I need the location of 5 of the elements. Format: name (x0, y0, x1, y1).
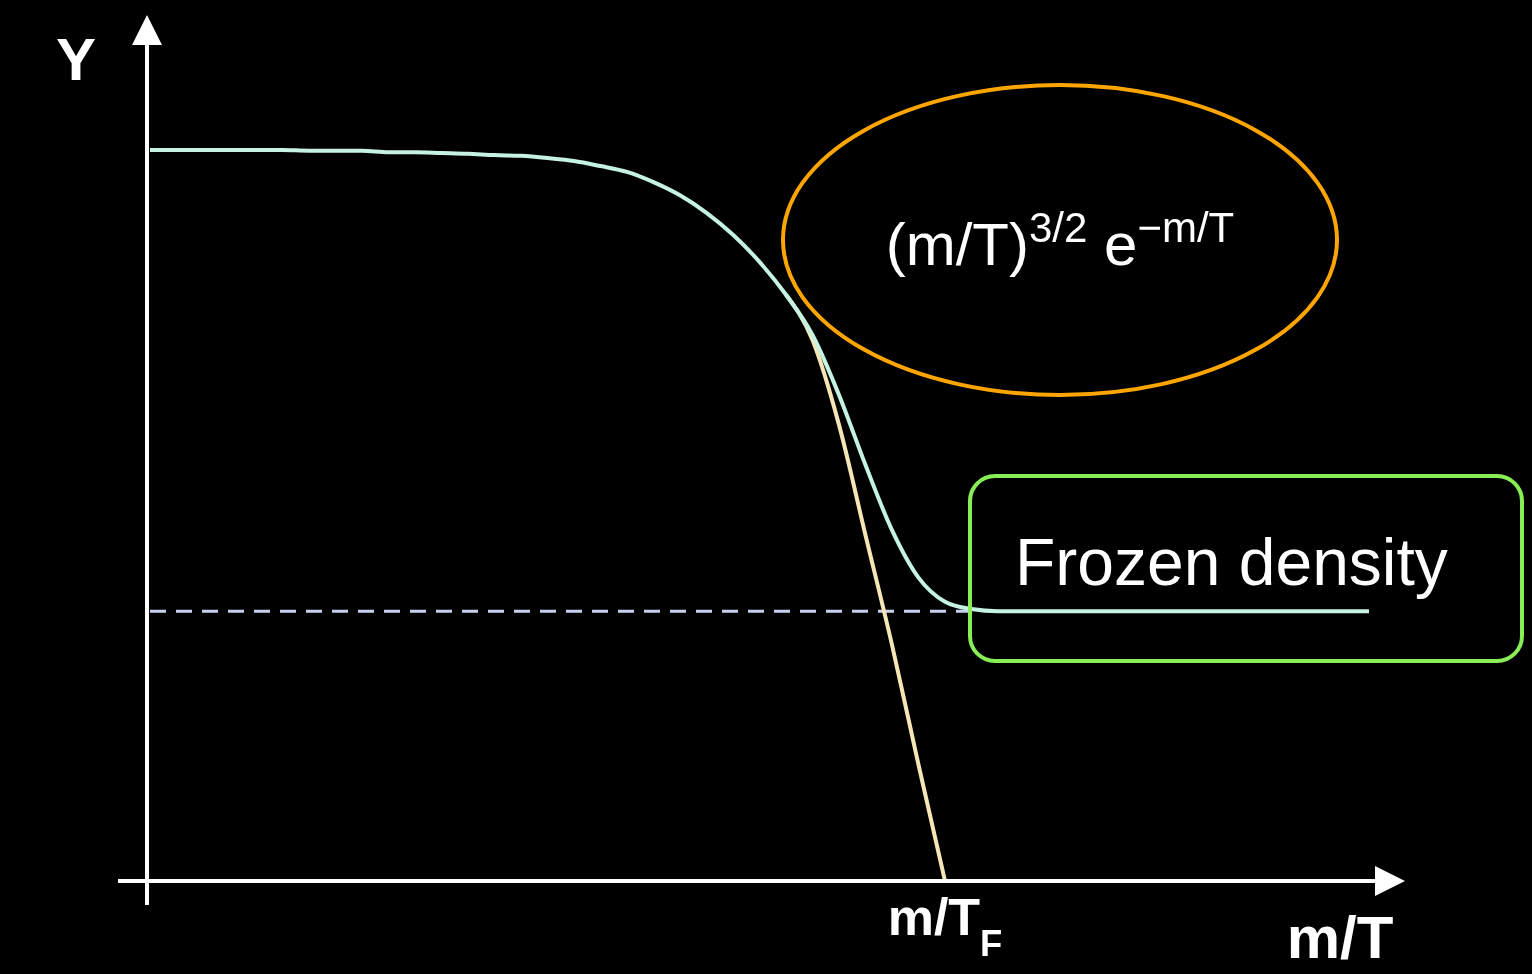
annotation: (m/T)$^{3/2}$ e$^{−m/T}$ (885, 203, 1235, 278)
x-axis-title: m/T (1286, 904, 1394, 971)
y-axis-title: Y (55, 26, 97, 93)
text: m/T$_{F}$ (887, 888, 1003, 964)
ref-line-label: Frozen density (1015, 525, 1448, 599)
